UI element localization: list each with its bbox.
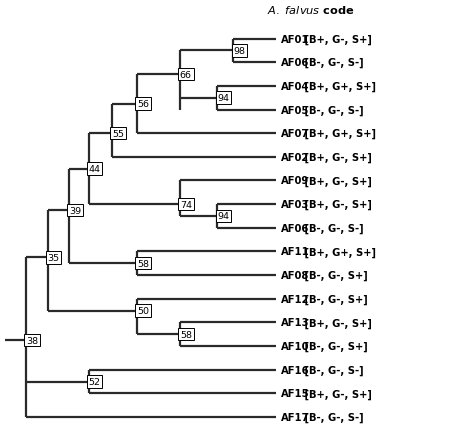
Text: [B-, G-, S-]: [B-, G-, S-] [301, 58, 364, 68]
Text: [B-, G-, S-]: [B-, G-, S-] [301, 223, 364, 233]
Text: AF15: AF15 [281, 389, 309, 399]
Text: [B+, G+, S+]: [B+, G+, S+] [301, 247, 376, 257]
Text: AF08: AF08 [281, 271, 309, 280]
Text: [B-, G-, S-]: [B-, G-, S-] [301, 105, 364, 115]
Text: [B+, G+, S+]: [B+, G+, S+] [301, 129, 376, 139]
Text: AF06: AF06 [281, 223, 309, 233]
Text: AF10: AF10 [281, 341, 309, 351]
Text: AF13: AF13 [281, 318, 309, 328]
Text: 35: 35 [47, 253, 60, 262]
Text: AF03: AF03 [281, 200, 309, 210]
Text: [B-, G-, S-]: [B-, G-, S-] [301, 412, 364, 422]
Text: 58: 58 [180, 330, 192, 339]
Text: 98: 98 [233, 47, 246, 56]
Text: [B+, G-, S+]: [B+, G-, S+] [301, 318, 372, 328]
Text: AF12: AF12 [281, 294, 309, 304]
Text: [B+, G-, S+]: [B+, G-, S+] [301, 152, 372, 162]
Text: 66: 66 [180, 71, 192, 79]
Text: [B-, G-, S-]: [B-, G-, S-] [301, 365, 364, 375]
Text: 56: 56 [137, 100, 149, 109]
Text: [B+, G-, S+]: [B+, G-, S+] [301, 34, 372, 45]
Text: AF06: AF06 [281, 58, 309, 68]
Text: 94: 94 [218, 212, 229, 221]
Text: AF01: AF01 [281, 35, 309, 44]
Text: [B-, G-, S+]: [B-, G-, S+] [301, 341, 368, 351]
Text: [B+, G-, S+]: [B+, G-, S+] [301, 200, 372, 210]
Text: [B+, G+, S+]: [B+, G+, S+] [301, 81, 376, 92]
Text: 38: 38 [26, 336, 38, 345]
Text: $\mathit{A.\ falvus}$$\bf{\ code}$: $\mathit{A.\ falvus}$$\bf{\ code}$ [267, 4, 355, 16]
Text: [B+, G-, S+]: [B+, G-, S+] [301, 176, 372, 186]
Text: 39: 39 [69, 206, 81, 215]
Text: 58: 58 [137, 259, 149, 268]
Text: 94: 94 [218, 94, 229, 103]
Text: 50: 50 [137, 307, 149, 315]
Text: AF04: AF04 [281, 81, 309, 92]
Text: [B-, G-, S+]: [B-, G-, S+] [301, 294, 368, 304]
Text: 74: 74 [180, 200, 192, 209]
Text: AF11: AF11 [281, 247, 310, 257]
Text: AF05: AF05 [281, 105, 309, 115]
Text: [B-, G-, S+]: [B-, G-, S+] [301, 270, 368, 281]
Text: AF09: AF09 [281, 176, 309, 186]
Text: 44: 44 [89, 165, 100, 174]
Text: [B+, G-, S+]: [B+, G-, S+] [301, 389, 372, 399]
Text: 52: 52 [89, 377, 100, 386]
Text: AF17: AF17 [281, 412, 309, 422]
Text: 55: 55 [112, 129, 124, 138]
Text: AF07: AF07 [281, 129, 309, 139]
Text: AF16: AF16 [281, 365, 309, 375]
Text: AF02: AF02 [281, 152, 309, 162]
